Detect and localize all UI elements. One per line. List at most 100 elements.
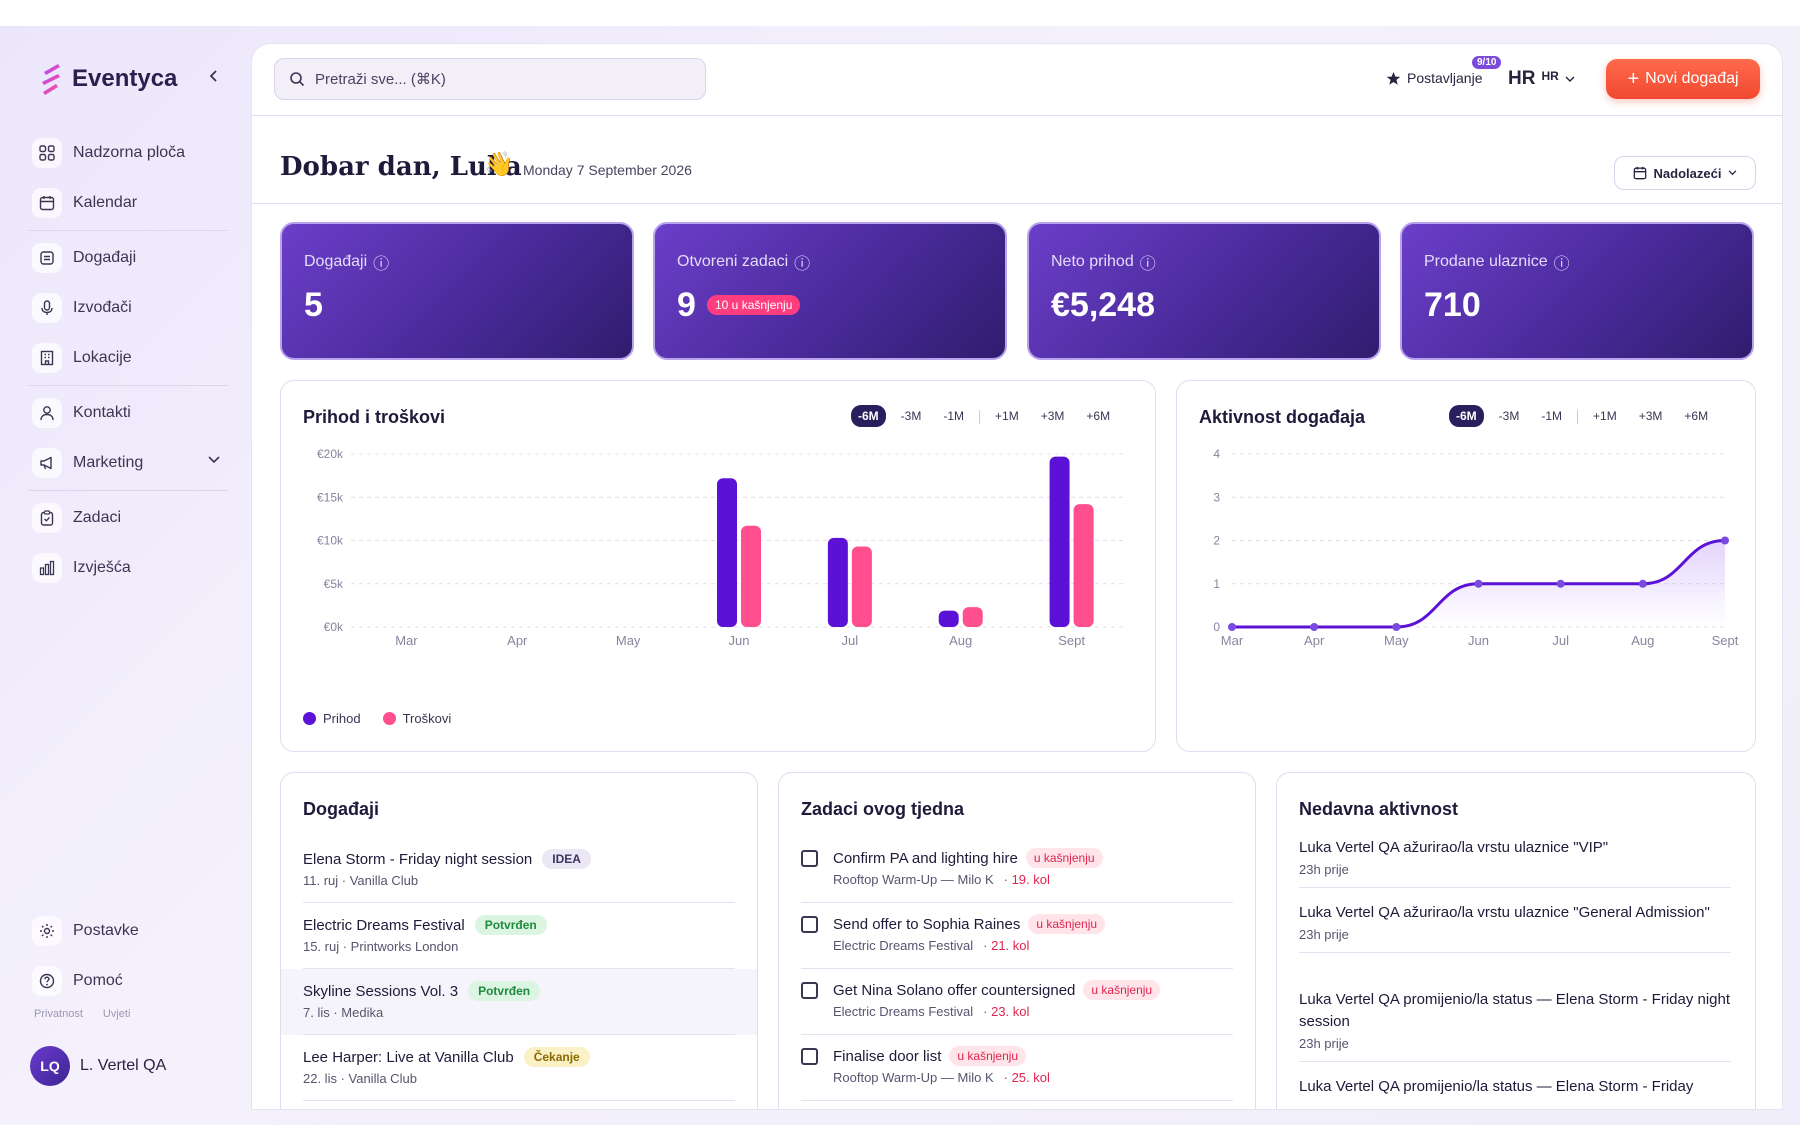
bar-chart-icon — [32, 553, 62, 583]
brand[interactable]: Eventyca — [40, 62, 177, 96]
upcoming-filter-dropdown[interactable]: Nadolazeći — [1614, 156, 1756, 190]
sidebar-item-label: Nadzorna ploča — [73, 144, 186, 161]
terms-link[interactable]: Uvjeti — [102, 1008, 131, 1020]
nav-divider — [28, 385, 228, 386]
brand-name: Eventyca — [72, 65, 178, 92]
range-option[interactable]: -1M — [943, 409, 965, 423]
y-tick-label: 4 — [1213, 447, 1220, 461]
user-profile[interactable]: LQ L. Vertel QA — [30, 1046, 166, 1086]
event-name: Elena Storm - Friday night session — [303, 850, 533, 868]
language-selector[interactable]: HR HR — [1508, 68, 1575, 90]
list-item[interactable]: Elena Storm - Friday night session IDEA 1… — [281, 837, 757, 903]
y-tick-label: €5k — [324, 577, 344, 591]
event-meta: 7. lis · Medika — [303, 1005, 384, 1020]
kpi-card-tickets-sold[interactable]: Prodane ulaznice ⓘ 710 — [1400, 222, 1754, 360]
sidebar-nav: Nadzorna ploča Kalendar Događaji Izvođač… — [28, 128, 228, 593]
new-event-button[interactable]: + Novi događaj — [1606, 59, 1760, 99]
range-option[interactable]: -3M — [900, 409, 922, 423]
range-option[interactable]: -6M — [851, 405, 886, 427]
data-point — [1721, 536, 1729, 545]
kpi-value: 9 — [677, 286, 696, 324]
main-content: Postavljanje 9/10 HR HR + Novi događaj D… — [252, 44, 1782, 1109]
status-badge: IDEA — [542, 849, 591, 869]
activity-text: Luka Vertel QA promijenio/la status — El… — [1299, 1078, 1694, 1095]
sidebar-item-tasks[interactable]: Zadaci — [28, 493, 228, 543]
sidebar-item-help[interactable]: Pomoć — [28, 956, 228, 1006]
x-tick-label: Jun — [729, 633, 750, 648]
task-checkbox[interactable] — [801, 850, 818, 867]
legend-item[interactable]: Prihod — [303, 711, 361, 726]
language-code-small: HR — [1541, 69, 1559, 83]
task-name[interactable]: Finalise door list — [833, 1047, 942, 1065]
list-item[interactable]: Skyline Sessions Vol. 3 Potvrđen 7. lis ·… — [281, 969, 757, 1035]
sidebar-item-performers[interactable]: Izvođači — [28, 283, 228, 333]
sidebar-item-calendar[interactable]: Kalendar — [28, 178, 228, 228]
kpi-card-net-revenue[interactable]: Neto prihod ⓘ €5,248 — [1027, 222, 1381, 360]
x-tick-label: May — [616, 633, 641, 648]
sidebar-item-label: Postavke — [73, 922, 139, 939]
sidebar-item-contacts[interactable]: Kontakti — [28, 388, 228, 438]
list-item[interactable]: Electric Dreams Festival Potvrđen 15. ruj… — [281, 903, 757, 969]
sidebar-item-dashboard[interactable]: Nadzorna ploča — [28, 128, 228, 178]
activity-text: Luka Vertel QA ažurirao/la vrstu ulaznic… — [1299, 904, 1710, 921]
setup-progress-button[interactable]: Postavljanje — [1386, 70, 1483, 86]
data-point — [1638, 579, 1647, 588]
nav-divider — [28, 230, 228, 231]
x-tick-label: Sept — [1058, 633, 1085, 648]
search-input[interactable] — [315, 70, 695, 88]
activity-time: 23h prije — [1299, 1036, 1349, 1051]
activity-line-chart: 0 1 2 3 4 Mar Apr May Jun Jul Aug Sept — [1213, 447, 1738, 648]
chevron-down-icon[interactable] — [208, 456, 220, 464]
task-name[interactable]: Get Nina Solano offer countersigned — [833, 981, 1076, 999]
search-icon — [290, 72, 305, 87]
language-code: HR — [1508, 68, 1536, 89]
range-option[interactable]: +3M — [1040, 409, 1065, 423]
task-name[interactable]: Send offer to Sophia Raines — [833, 915, 1021, 933]
y-tick-label: €15k — [317, 490, 344, 504]
sidebar-item-reports[interactable]: Izvješća — [28, 543, 228, 593]
task-checkbox[interactable] — [801, 916, 818, 933]
list-item[interactable]: Lee Harper: Live at Vanilla Club Čekanje … — [281, 1035, 757, 1101]
range-option[interactable]: +6M — [1684, 409, 1709, 423]
task-checkbox[interactable] — [801, 1048, 818, 1065]
sidebar-item-events[interactable]: Događaji — [28, 233, 228, 283]
info-icon: ⓘ — [1553, 256, 1570, 273]
range-option[interactable]: +6M — [1086, 409, 1111, 423]
bar-troškovi — [1073, 504, 1094, 627]
header: Postavljanje 9/10 HR HR + Novi događaj — [252, 44, 1782, 116]
range-option[interactable]: +3M — [1638, 409, 1663, 423]
data-point — [1228, 623, 1236, 631]
event-name: Lee Harper: Live at Vanilla Club — [303, 1048, 514, 1066]
sidebar-bottom: Postavke Pomoć — [28, 906, 228, 1006]
sidebar: Eventyca Nadzorna ploča Kalendar Događaj… — [0, 26, 250, 1125]
filter-label: Nadolazeći — [1653, 165, 1722, 181]
x-tick-label: Mar — [1221, 633, 1244, 648]
task-checkbox[interactable] — [801, 982, 818, 999]
weekly-tasks-panel: Zadaci ovog tjedna Confirm PA and lighti… — [778, 772, 1256, 1109]
search-box[interactable] — [274, 58, 706, 100]
range-option[interactable]: +1M — [995, 409, 1019, 423]
event-name: Electric Dreams Festival — [303, 916, 465, 934]
kpi-card-open-tasks[interactable]: Otvoreni zadaci ⓘ 9 10 u kašnjenju — [653, 222, 1007, 360]
sidebar-item-label: Kontakti — [73, 404, 131, 421]
range-option[interactable]: -3M — [1498, 409, 1520, 423]
task-context: Electric Dreams Festival — [833, 1004, 974, 1019]
kpi-card-events[interactable]: Događaji ⓘ 5 — [280, 222, 634, 360]
sidebar-item-settings[interactable]: Postavke — [28, 906, 228, 956]
sidebar-item-marketing[interactable]: Marketing — [28, 438, 228, 488]
legend-item[interactable]: Troškovi — [382, 711, 451, 726]
range-option[interactable]: +1M — [1593, 409, 1617, 423]
kpi-title: Prodane ulaznice — [1424, 253, 1548, 270]
privacy-link[interactable]: Privatnost — [34, 1008, 83, 1020]
calendar-icon — [1633, 166, 1646, 180]
range-option[interactable]: -1M — [1541, 409, 1563, 423]
task-name[interactable]: Confirm PA and lighting hire — [833, 849, 1018, 867]
nav-divider — [28, 490, 228, 491]
sidebar-item-venues[interactable]: Lokacije — [28, 333, 228, 383]
sidebar-item-label: Marketing — [73, 454, 144, 471]
task-due-date: · 19. kol — [1003, 872, 1050, 887]
plus-icon: + — [1627, 68, 1640, 90]
collapse-sidebar-button[interactable] — [204, 66, 224, 86]
range-option[interactable]: -6M — [1449, 405, 1484, 427]
range-divider — [1577, 410, 1579, 424]
